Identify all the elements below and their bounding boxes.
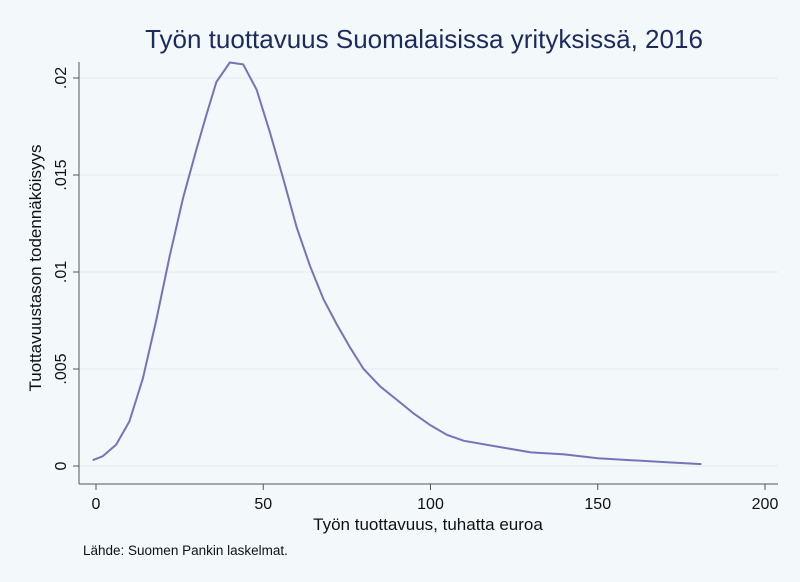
chart-title: Työn tuottavuus Suomalaisissa yrityksiss… — [145, 24, 703, 54]
y-axis-label: Tuottavuustason todennäköisyys — [26, 145, 45, 392]
x-tick-label: 200 — [752, 496, 779, 513]
x-tick-label: 50 — [254, 496, 272, 513]
x-tick-label: 150 — [584, 496, 611, 513]
y-tick-label: .01 — [53, 261, 70, 283]
series-line — [92, 61, 702, 466]
y-tick-label: .015 — [53, 159, 70, 190]
y-ticks: 0 .005 .01 .015 .02 — [53, 67, 79, 470]
grid — [79, 77, 778, 467]
source-note: Lähde: Suomen Pankin laskelmat. — [83, 543, 288, 558]
x-axis-label: Työn tuottavuus, tuhatta euroa — [313, 515, 543, 534]
y-tick-label: .005 — [53, 353, 70, 384]
y-tick-label: .02 — [53, 67, 70, 89]
y-tick-label: 0 — [53, 461, 70, 470]
x-ticks: 0 50 100 150 200 — [92, 484, 779, 513]
x-tick-label: 100 — [417, 496, 444, 513]
x-tick-label: 0 — [92, 496, 101, 513]
